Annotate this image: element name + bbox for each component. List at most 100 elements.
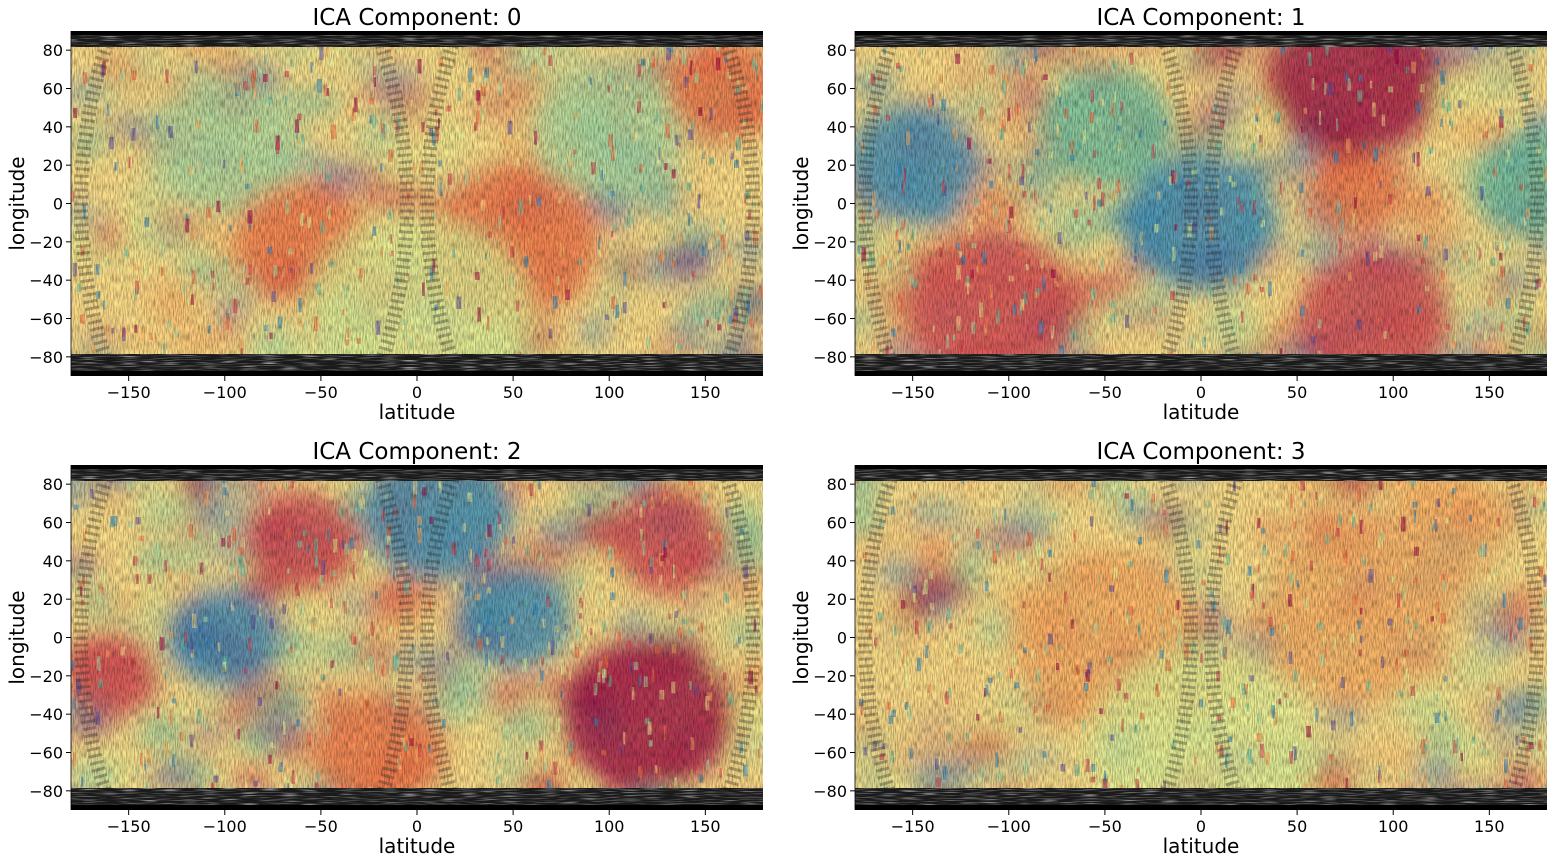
pole-texture [855,354,1547,376]
x-tick-label: 100 [594,817,625,836]
seam-arc [1154,465,1198,810]
speckle [1187,809,1193,810]
y-tick-label: 20 [43,590,63,609]
top-black-edge [855,31,1547,35]
y-tick-label: −60 [813,744,847,763]
y-tick-label: 0 [53,629,63,648]
y-tick-label: −60 [29,744,63,763]
speckle [1326,809,1330,810]
y-axis-label: longitude [5,590,29,684]
x-tick-label: −50 [1088,383,1122,402]
y-tick-label: −60 [813,310,847,329]
seam-arc [858,31,902,376]
y-tick-label: −40 [29,705,63,724]
x-tick-label: −100 [987,383,1031,402]
pole-texture [71,788,763,810]
y-axis-label: longitude [789,590,813,684]
y-tick-label: 80 [827,475,847,494]
seam-arc [1154,31,1198,376]
y-tick-label: 40 [827,552,847,571]
x-tick-label: 100 [1378,383,1409,402]
y-tick-label: 0 [837,195,847,214]
y-tick-label: 80 [43,475,63,494]
x-tick-label: 50 [503,817,523,836]
seam-arc [858,465,902,810]
x-tick-label: 0 [1196,383,1206,402]
y-tick-label: −20 [29,233,63,252]
y-tick-label: 80 [827,41,847,60]
x-tick-label: −100 [203,817,247,836]
y-tick-label: −40 [813,705,847,724]
speckle [428,374,431,376]
seam-arc [420,31,464,376]
pole-texture [71,354,763,376]
seam-arc [370,31,414,376]
y-tick-label: 60 [43,80,63,99]
heatmap-image [855,31,1547,376]
seam-arc [1204,31,1248,376]
seam-arc [420,465,464,810]
x-tick-label: 0 [1196,817,1206,836]
heatmap-image [855,465,1547,810]
x-tick-label: 150 [690,383,721,402]
x-tick-label: −150 [107,817,151,836]
x-tick-label: 150 [1474,383,1505,402]
y-tick-label: −20 [813,667,847,686]
x-tick-label: −150 [891,383,935,402]
x-axis-label: latitude [379,834,456,858]
x-tick-label: 50 [1287,817,1307,836]
y-tick-label: 0 [837,629,847,648]
y-tick-label: 40 [43,118,63,137]
x-tick-label: 50 [503,383,523,402]
chart-panel-0: −150 −100 −50 0 50 100 150 −80 −60 −40 −20 0 20 40 60 8… [5,5,763,424]
seam-arc [74,31,118,376]
x-tick-label: −100 [203,383,247,402]
y-tick-label: −40 [29,271,63,290]
x-tick-label: 0 [412,817,422,836]
heatmap-image [71,31,763,376]
seam-arc [370,465,414,810]
x-tick-label: −50 [1088,817,1122,836]
seam-arc [716,31,760,376]
x-tick-label: −100 [987,817,1031,836]
y-axis-label: longitude [789,156,813,250]
y-tick-label: 20 [827,590,847,609]
texture-overlay [855,31,1547,376]
chart-title: ICA Component: 3 [1096,439,1305,465]
x-axis-label: latitude [379,400,456,424]
top-black-edge [855,465,1547,469]
x-tick-label: 100 [594,383,625,402]
bottom-black-edge [855,805,1547,810]
x-tick-label: −50 [304,383,338,402]
y-tick-label: −80 [813,782,847,801]
speckle [1074,809,1077,810]
top-black-edge [71,31,763,35]
x-axis-label: latitude [1163,834,1240,858]
x-tick-label: 50 [1287,383,1307,402]
y-tick-label: 20 [827,156,847,175]
x-tick-label: −50 [304,817,338,836]
y-tick-label: 40 [827,118,847,137]
pole-texture [855,788,1547,810]
speckle [249,809,255,810]
chart-panel-1: −150 −100 −50 0 50 100 150 −80 −60 −40 −20 0 20 40 60 8… [789,5,1547,424]
seam-arc [1500,465,1544,810]
y-tick-label: 80 [43,41,63,60]
x-tick-label: −150 [107,383,151,402]
x-axis-label: latitude [1163,400,1240,424]
y-tick-label: 0 [53,195,63,214]
chart-panel-2: −150 −100 −50 0 50 100 150 −80 −60 −40 −20 0 20 40 60 8… [5,439,763,858]
y-tick-label: −40 [813,271,847,290]
speckle [1443,375,1449,376]
texture-overlay [71,465,763,810]
top-black-edge [71,465,763,469]
chart-panel-3: −150 −100 −50 0 50 100 150 −80 −60 −40 −20 0 20 40 60 8… [789,439,1547,858]
x-tick-label: 0 [412,383,422,402]
heatmap-image [71,465,763,810]
y-tick-label: 40 [43,552,63,571]
seam-arc [1204,465,1248,810]
speckle [435,375,441,376]
chart-title: ICA Component: 1 [1096,5,1305,31]
bottom-black-edge [855,371,1547,376]
